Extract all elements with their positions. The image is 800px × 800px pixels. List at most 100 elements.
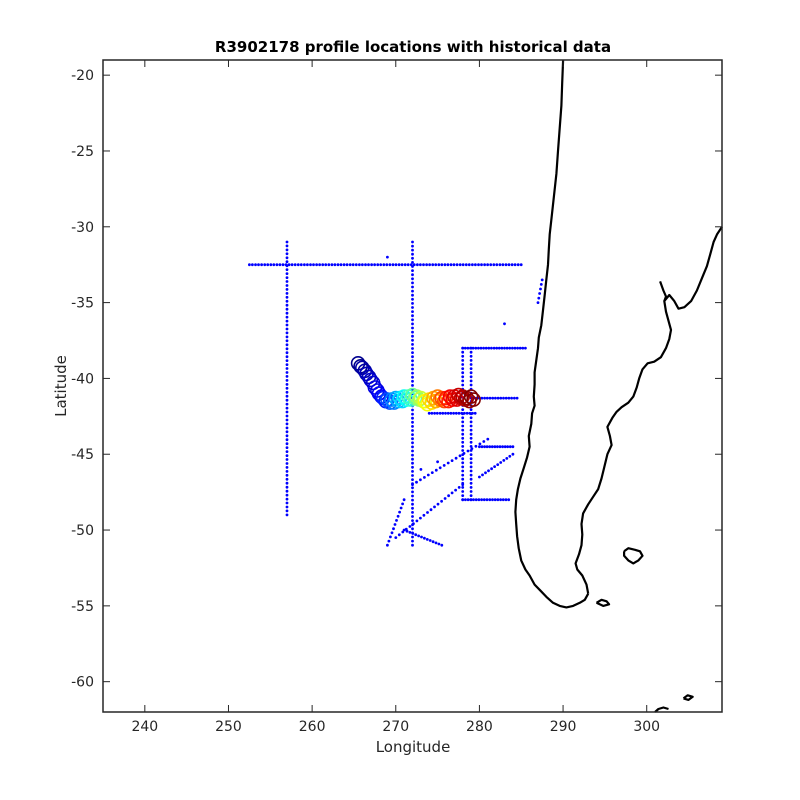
historical-point <box>403 263 407 267</box>
historical-point <box>461 483 465 486</box>
historical-point <box>480 445 484 449</box>
historical-point <box>285 390 289 394</box>
historical-point <box>484 471 487 475</box>
historical-point <box>437 542 441 546</box>
historical-point <box>461 359 465 362</box>
historical-point <box>339 263 343 267</box>
historical-point <box>275 263 279 267</box>
historical-point <box>449 263 453 267</box>
historical-point <box>400 263 404 267</box>
historical-point <box>461 408 465 411</box>
historical-point <box>370 263 373 267</box>
historical-point <box>263 263 267 267</box>
historical-point <box>266 263 270 267</box>
historical-point <box>461 428 465 432</box>
historical-point <box>285 343 289 347</box>
historical-point <box>411 310 414 313</box>
historical-point <box>452 263 456 267</box>
historical-point <box>285 244 289 248</box>
x-tick-label: 290 <box>550 719 577 735</box>
historical-point <box>287 263 291 267</box>
historical-point <box>483 396 486 400</box>
coastline-3 <box>623 547 644 565</box>
historical-point <box>488 396 492 400</box>
x-axis-label: Longitude <box>376 738 451 756</box>
historical-point <box>461 375 465 379</box>
historical-point <box>285 466 289 469</box>
historical-point <box>469 436 473 440</box>
historical-point <box>490 467 493 471</box>
historical-point <box>333 263 337 267</box>
historical-point <box>411 498 414 502</box>
y-tick-label: -55 <box>71 599 94 615</box>
historical-point <box>454 411 458 415</box>
historical-point <box>285 339 289 343</box>
historical-point <box>493 498 497 502</box>
historical-point <box>493 465 496 468</box>
historical-point <box>285 315 289 319</box>
historical-point <box>469 486 473 489</box>
historical-point <box>469 494 473 497</box>
historical-point <box>540 278 544 282</box>
historical-point <box>285 260 289 264</box>
historical-point <box>411 248 414 252</box>
historical-point <box>440 263 444 267</box>
historical-point <box>299 263 303 267</box>
historical-point <box>461 465 465 469</box>
historical-point <box>411 416 414 420</box>
historical-point <box>539 287 542 291</box>
historical-point <box>285 256 289 260</box>
historical-point <box>285 481 289 485</box>
historical-point <box>486 437 490 441</box>
historical-point <box>390 531 394 535</box>
historical-point <box>497 346 501 350</box>
historical-point <box>318 263 321 267</box>
historical-point <box>480 263 483 267</box>
historical-point <box>412 522 415 526</box>
historical-point <box>285 367 289 370</box>
historical-point <box>251 263 254 267</box>
historical-point <box>379 263 383 267</box>
historical-point <box>441 411 445 415</box>
historical-point <box>411 269 414 272</box>
y-tick-label: -30 <box>71 220 94 236</box>
historical-point <box>483 445 486 449</box>
historical-point <box>464 263 468 267</box>
historical-point <box>405 529 409 533</box>
historical-point <box>397 533 401 537</box>
historical-point <box>415 480 418 484</box>
historical-point <box>506 445 510 449</box>
historical-point <box>490 445 494 449</box>
float-profile-marker <box>466 392 481 407</box>
historical-point <box>440 543 444 547</box>
historical-point <box>389 535 392 539</box>
historical-point <box>485 498 489 502</box>
historical-point <box>469 408 473 411</box>
y-tick-label: -45 <box>71 447 94 463</box>
historical-point <box>260 263 263 267</box>
historical-point <box>394 263 398 267</box>
historical-point <box>491 498 494 502</box>
historical-point <box>285 371 289 374</box>
historical-point <box>469 420 473 424</box>
historical-point <box>538 292 541 295</box>
historical-point <box>411 367 414 371</box>
historical-point <box>482 498 486 502</box>
historical-point <box>501 498 505 502</box>
historical-point <box>434 263 438 267</box>
historical-point <box>285 410 289 414</box>
historical-point <box>426 473 430 477</box>
historical-point <box>440 499 443 503</box>
historical-point <box>452 411 455 415</box>
historical-point <box>411 486 414 490</box>
historical-point <box>484 346 488 350</box>
historical-point <box>461 363 465 366</box>
historical-point <box>309 263 312 267</box>
historical-point <box>411 289 414 293</box>
historical-point <box>428 263 431 267</box>
historical-point <box>285 264 289 268</box>
historical-point <box>501 445 504 449</box>
coastline-2 <box>659 281 668 302</box>
historical-point <box>285 497 289 501</box>
historical-point <box>411 470 414 473</box>
